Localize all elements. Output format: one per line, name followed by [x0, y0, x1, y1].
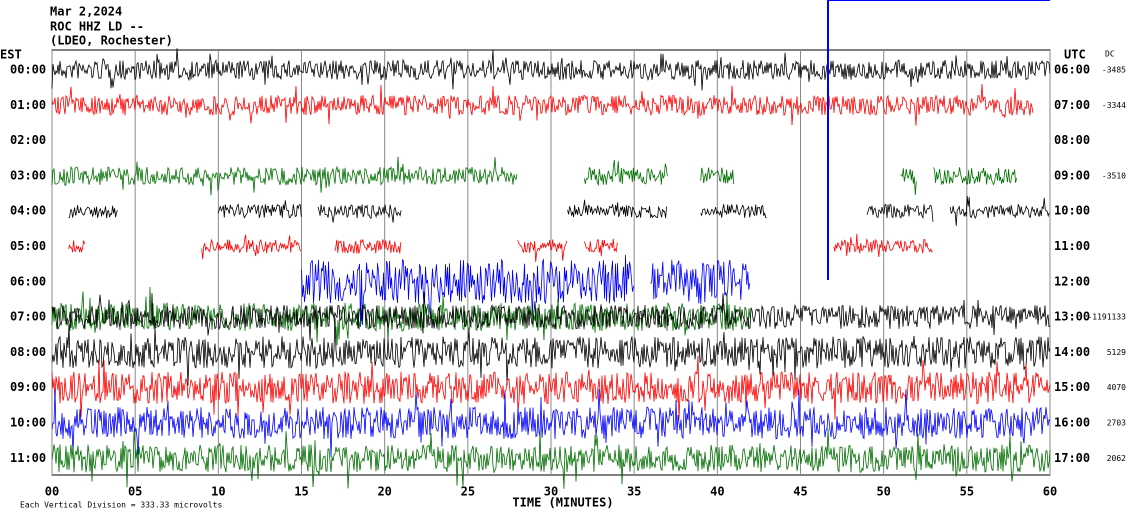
- x-tick-label: 15: [294, 485, 308, 499]
- utc-time: 09:00: [1054, 168, 1090, 182]
- est-time: 02:00: [10, 133, 46, 147]
- trace: [583, 238, 618, 257]
- dc-value: -3344: [1102, 101, 1126, 110]
- trace: [866, 203, 934, 222]
- utc-time: 16:00: [1054, 416, 1090, 430]
- x-tick-label: 30: [544, 485, 558, 499]
- est-time: 00:00: [10, 63, 46, 77]
- title-line: ROC HHZ LD --: [50, 20, 144, 34]
- trace: [51, 317, 1051, 386]
- trace: [51, 48, 1051, 91]
- est-time: 03:00: [10, 168, 46, 182]
- trace: [301, 254, 634, 327]
- utc-time: 07:00: [1054, 98, 1090, 112]
- trace: [833, 233, 933, 258]
- dc-value: -3485: [1102, 66, 1126, 75]
- dc-value: 4070: [1107, 383, 1126, 392]
- trace: [949, 195, 1050, 226]
- utc-time: 11:00: [1054, 239, 1090, 253]
- trace: [51, 291, 1051, 341]
- est-time: 10:00: [10, 416, 46, 430]
- dc-value: -3510: [1102, 171, 1126, 180]
- trace: [68, 240, 85, 254]
- trace: [201, 234, 302, 260]
- title-line: Mar 2,2024: [50, 5, 122, 19]
- x-tick-label: 50: [876, 485, 890, 499]
- trace: [700, 204, 767, 219]
- x-axis-label: TIME (MINUTES): [512, 496, 613, 510]
- dc-value: 5129: [1107, 348, 1126, 357]
- est-time: 06:00: [10, 274, 46, 288]
- est-time: 05:00: [10, 239, 46, 253]
- utc-time: 14:00: [1054, 345, 1090, 359]
- trace: [583, 159, 668, 187]
- trace: [51, 389, 1051, 458]
- dc-value: 2062: [1107, 454, 1126, 463]
- x-tick-label: 40: [710, 485, 724, 499]
- est-label: EST: [0, 48, 22, 62]
- footer: Each Vertical Division = 333.33 microvol…: [20, 501, 222, 510]
- x-tick-label: 45: [793, 485, 807, 499]
- utc-time: 15:00: [1054, 380, 1090, 394]
- trace: [567, 199, 667, 219]
- x-tick-label: 10: [211, 485, 225, 499]
- trace: [51, 428, 1051, 489]
- trace: [650, 259, 751, 305]
- dc-value: 2703: [1107, 419, 1126, 428]
- dc-label: DC: [1105, 50, 1115, 59]
- utc-time: 17:00: [1054, 451, 1090, 465]
- utc-time: 13:00: [1054, 310, 1090, 324]
- marker-line: [827, 0, 1050, 280]
- x-tick-label: 20: [377, 485, 391, 499]
- x-tick-label: 60: [1043, 485, 1057, 499]
- trace: [51, 156, 518, 196]
- utc-time: 12:00: [1054, 274, 1090, 288]
- est-time: 08:00: [10, 345, 46, 359]
- est-time: 11:00: [10, 451, 46, 465]
- x-tick-label: 55: [960, 485, 974, 499]
- est-time: 09:00: [10, 380, 46, 394]
- x-tick-label: 35: [627, 485, 641, 499]
- trace: [700, 167, 735, 185]
- dc-value: -1191133: [1087, 313, 1126, 322]
- x-tick-label: 00: [45, 485, 59, 499]
- est-time: 01:00: [10, 98, 46, 112]
- trace: [68, 205, 118, 219]
- title-line: (LDEO, Rochester): [50, 34, 173, 48]
- est-time: 04:00: [10, 204, 46, 218]
- trace: [933, 167, 1017, 186]
- trace: [217, 200, 302, 219]
- trace: [51, 355, 1051, 420]
- utc-time: 06:00: [1054, 63, 1090, 77]
- trace: [51, 84, 1034, 126]
- trace: [334, 238, 402, 254]
- utc-label: UTC: [1064, 48, 1086, 62]
- trace: [517, 239, 568, 262]
- est-time: 07:00: [10, 310, 46, 324]
- utc-time: 08:00: [1054, 133, 1090, 147]
- x-tick-label: 05: [128, 485, 142, 499]
- trace: [900, 168, 917, 196]
- x-tick-label: 25: [461, 485, 475, 499]
- trace: [317, 204, 402, 223]
- utc-time: 10:00: [1054, 204, 1090, 218]
